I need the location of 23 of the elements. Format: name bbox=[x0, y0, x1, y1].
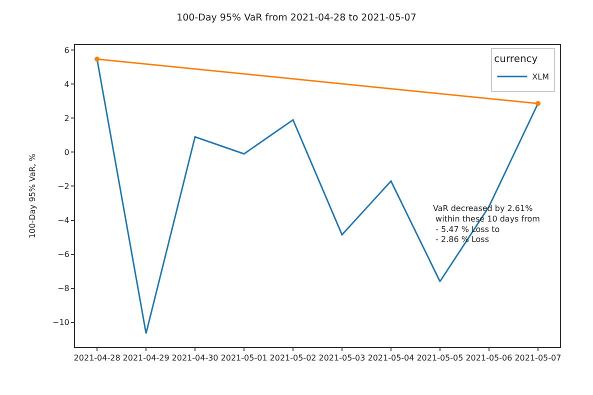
y-tick-label: −4 bbox=[58, 216, 70, 226]
y-tick-label: 2 bbox=[64, 114, 70, 123]
y-tick-label: −8 bbox=[58, 284, 70, 294]
x-tick-label: 2021-04-29 bbox=[122, 354, 170, 363]
y-tick-label: −10 bbox=[52, 318, 70, 328]
x-tick-label: 2021-04-30 bbox=[172, 354, 218, 363]
y-tick-label: 0 bbox=[64, 148, 70, 157]
chart-title: 100-Day 95% VaR from 2021-04-28 to 2021-05-07 bbox=[176, 12, 416, 24]
legend-label: XLM bbox=[532, 72, 550, 82]
y-tick-label: 4 bbox=[64, 80, 70, 89]
x-tick-label: 2021-05-03 bbox=[318, 354, 366, 363]
x-tick-label: 2021-04-28 bbox=[74, 354, 120, 363]
x-tick-label: 2021-05-02 bbox=[270, 354, 316, 363]
x-tick-label: 2021-05-01 bbox=[220, 354, 268, 363]
y-tick-label: −6 bbox=[58, 250, 70, 260]
x-tick-label: 2021-05-07 bbox=[514, 354, 562, 363]
x-tick-label: 2021-05-06 bbox=[466, 354, 512, 363]
y-tick-label: 6 bbox=[64, 46, 70, 55]
y-axis-title: 100-Day 95% VaR, % bbox=[28, 153, 38, 238]
x-tick-label: 2021-05-04 bbox=[368, 354, 414, 363]
x-tick-label: 2021-05-05 bbox=[416, 354, 464, 363]
y-tick-label: −2 bbox=[58, 182, 70, 192]
legend-title: currency bbox=[494, 54, 538, 66]
